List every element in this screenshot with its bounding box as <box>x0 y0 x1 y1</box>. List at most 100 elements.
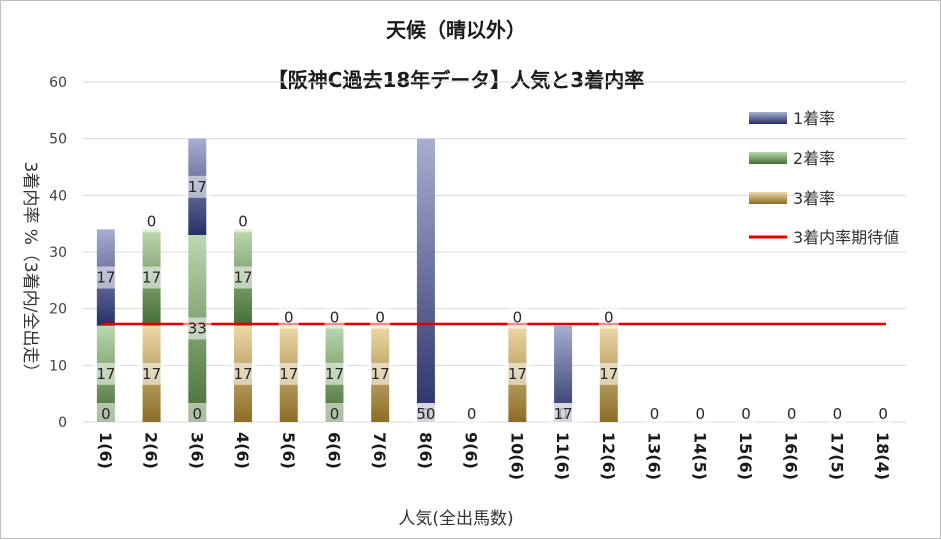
data-label-bg <box>644 403 665 425</box>
data-label-bg <box>366 362 395 385</box>
data-label: 17 <box>188 178 207 196</box>
y-tick-label: 40 <box>49 188 67 204</box>
data-label: 0 <box>330 309 340 327</box>
data-label-bg <box>781 403 802 425</box>
data-label-bg <box>91 266 120 289</box>
y-tick-label: 0 <box>58 415 67 431</box>
data-label: 17 <box>325 365 344 383</box>
y-tick-label: 20 <box>49 302 67 318</box>
data-label: 17 <box>142 365 161 383</box>
legend: 1着率 2着率 3着率 3着内率期待値 <box>749 109 899 247</box>
x-axis-ticks: 1(6) 2(6) 3(6) 4(6) 5(6) 6(6) 7(6) 8(6) 9(6) 10(6… <box>96 432 892 480</box>
x-tick-label: 10(6) <box>507 432 526 480</box>
data-label: 17 <box>96 365 115 383</box>
data-label: 17 <box>599 365 618 383</box>
data-label-bg <box>137 266 166 289</box>
data-label-bg <box>598 306 619 329</box>
data-label-bg <box>411 403 440 425</box>
data-label: 17 <box>233 269 252 287</box>
data-label-bg <box>503 362 532 385</box>
gridlines <box>83 81 906 423</box>
legend-label-2nd: 2着率 <box>793 149 835 168</box>
x-tick-label: 8(6) <box>416 432 435 469</box>
legend-label-3rd: 3着率 <box>793 189 835 208</box>
y-axis-label: 3着内率 %（3着内/全出走） <box>20 162 40 381</box>
data-label-bg <box>324 306 345 329</box>
bars <box>96 138 618 422</box>
x-tick-label: 9(6) <box>462 432 481 469</box>
data-label: 50 <box>416 405 435 423</box>
data-label-bg <box>827 403 848 425</box>
y-tick-label: 60 <box>49 75 67 91</box>
chart-title: 天候（晴以外） <box>386 18 526 42</box>
x-tick-label: 11(6) <box>553 432 572 480</box>
data-label: 0 <box>193 405 203 423</box>
data-label: 33 <box>188 320 207 338</box>
legend-label-1st: 1着率 <box>793 109 835 128</box>
x-tick-label: 3(6) <box>187 432 206 469</box>
x-tick-label: 6(6) <box>324 432 343 469</box>
data-label-bg <box>320 362 349 385</box>
data-label: 17 <box>142 269 161 287</box>
y-tick-label: 30 <box>49 245 67 261</box>
x-tick-label: 15(6) <box>736 432 755 480</box>
bar-segment <box>554 325 573 422</box>
x-tick-label: 4(6) <box>233 432 252 469</box>
x-tick-label: 12(6) <box>599 432 618 480</box>
y-axis-ticks: 0 10 20 30 40 50 60 <box>49 75 67 431</box>
x-tick-label: 5(6) <box>279 432 298 469</box>
data-label: 17 <box>508 365 527 383</box>
legend-label-expected: 3着内率期待値 <box>793 228 899 247</box>
data-label: 0 <box>513 309 523 327</box>
data-label-bg <box>873 403 894 425</box>
y-tick-label: 50 <box>49 132 67 148</box>
data-label: 0 <box>741 405 751 423</box>
data-label: 17 <box>554 405 573 423</box>
data-label: 0 <box>695 405 705 423</box>
legend-swatch-1st <box>749 112 787 124</box>
x-tick-label: 18(4) <box>873 432 892 480</box>
bar-segment <box>416 138 435 422</box>
x-tick-label: 17(5) <box>827 432 846 480</box>
data-label-bg <box>137 362 166 385</box>
data-label-bg <box>735 403 756 425</box>
data-label-bg <box>690 403 711 425</box>
data-label-bg <box>95 403 116 425</box>
data-label: 0 <box>650 405 660 423</box>
data-label-bg <box>233 210 254 233</box>
chart-subtitle: 【阪神C過去18年データ】人気と3着内率 <box>268 68 644 92</box>
data-label: 0 <box>375 309 385 327</box>
data-label: 0 <box>467 405 477 423</box>
data-label: 0 <box>787 405 797 423</box>
data-label: 0 <box>238 212 248 230</box>
data-label-bg <box>278 306 299 329</box>
data-label-bg <box>187 403 208 425</box>
data-label: 0 <box>878 405 888 423</box>
data-label-bg <box>91 362 120 385</box>
legend-swatch-3rd <box>749 192 787 204</box>
data-label: 17 <box>233 365 252 383</box>
data-label-bg <box>370 306 391 329</box>
data-label: 17 <box>96 269 115 287</box>
legend-swatch-2nd <box>749 152 787 164</box>
x-tick-label: 7(6) <box>370 432 389 469</box>
data-label-bg <box>183 175 212 198</box>
data-label-bg <box>507 306 528 329</box>
x-tick-label: 1(6) <box>96 432 115 469</box>
data-label: 0 <box>330 405 340 423</box>
data-label: 17 <box>279 365 298 383</box>
data-label-bg <box>461 403 482 425</box>
data-label: 0 <box>147 212 157 230</box>
x-tick-label: 13(6) <box>645 432 664 480</box>
data-label-bg <box>141 210 162 233</box>
y-tick-label: 10 <box>49 358 67 374</box>
data-label-bg <box>229 266 258 289</box>
data-label: 0 <box>604 309 614 327</box>
data-label-bg <box>274 362 303 385</box>
x-axis-label: 人気(全出馬数) <box>398 509 513 529</box>
data-label-bg <box>594 362 623 385</box>
x-tick-label: 14(5) <box>690 432 709 480</box>
data-label: 17 <box>371 365 390 383</box>
data-label: 0 <box>284 309 294 327</box>
data-labels: 0 17 17 17 17 0 0 33 17 17 17 0 17 0 0 17 0 17 0 0 50 0 17 0 0 17… <box>91 175 894 425</box>
